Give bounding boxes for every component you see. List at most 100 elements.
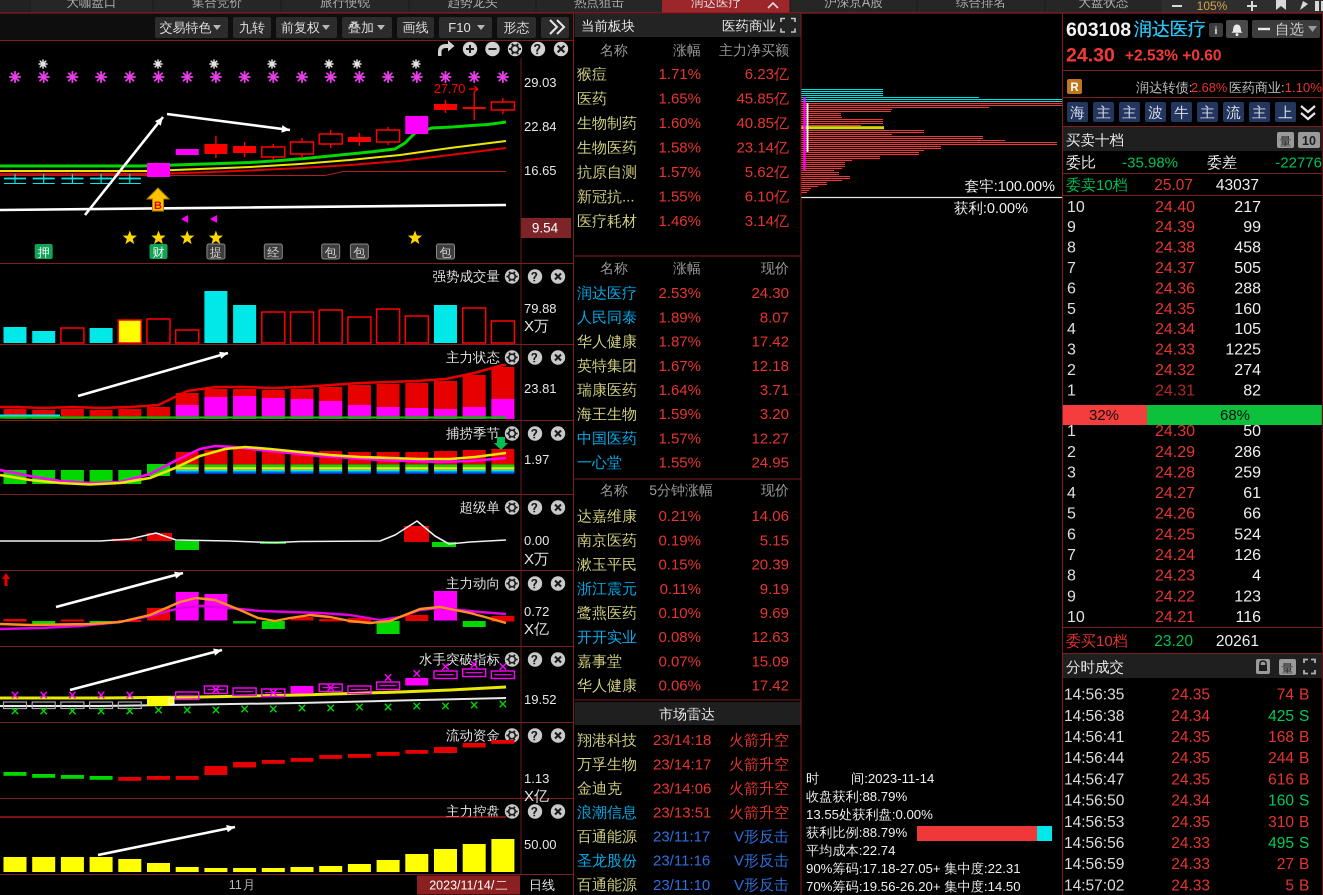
svg-text:24.21: 24.21 <box>1155 609 1195 626</box>
svg-text:i: i <box>1215 25 1218 37</box>
svg-text:116: 116 <box>1235 609 1261 626</box>
svg-text:S: S <box>1299 793 1309 810</box>
svg-text:24.34: 24.34 <box>1171 708 1210 725</box>
svg-text:14:56:41: 14:56:41 <box>1064 729 1124 746</box>
svg-text:25.07: 25.07 <box>1154 177 1193 194</box>
svg-text:50.00: 50.00 <box>524 837 557 852</box>
svg-text:24.33: 24.33 <box>1171 856 1210 873</box>
svg-text:5: 5 <box>1067 506 1076 523</box>
svg-text:70%: 70% <box>806 879 833 894</box>
svg-text:2: 2 <box>1067 444 1076 461</box>
svg-text:24.26: 24.26 <box>1155 506 1195 523</box>
svg-text:-22776: -22776 <box>1275 155 1322 172</box>
svg-text:S: S <box>1299 835 1309 852</box>
svg-text:S: S <box>1299 708 1309 725</box>
svg-text:3.14: 3.14 <box>745 213 774 230</box>
svg-text:19.52: 19.52 <box>524 692 557 707</box>
svg-text:524: 524 <box>1234 526 1261 543</box>
svg-text:10: 10 <box>1096 177 1113 194</box>
svg-text:B: B <box>1299 814 1309 831</box>
svg-text:23/11:10: 23/11:10 <box>653 877 710 894</box>
svg-text:23/14:17: 23/14:17 <box>653 756 711 773</box>
svg-text:24.33: 24.33 <box>1171 835 1210 852</box>
svg-text:22.84: 22.84 <box>524 119 557 134</box>
svg-text:3.71: 3.71 <box>760 382 789 399</box>
svg-text:V: V <box>734 853 744 870</box>
svg-text:7: 7 <box>1067 260 1076 277</box>
svg-text:B: B <box>1299 856 1309 873</box>
svg-text::0.00%: :0.00% <box>892 807 933 822</box>
svg-text:B: B <box>1299 877 1309 894</box>
svg-text::2023-11-14: :2023-11-14 <box>864 771 934 786</box>
svg-text::: : <box>1189 80 1193 95</box>
svg-text:24.31: 24.31 <box>1155 382 1195 399</box>
svg-text:14:56:47: 14:56:47 <box>1064 771 1124 788</box>
svg-text:24.95: 24.95 <box>751 455 789 472</box>
svg-text:3: 3 <box>1067 342 1076 359</box>
svg-text:24.35: 24.35 <box>1171 729 1210 746</box>
svg-text:74: 74 <box>1277 687 1295 704</box>
svg-text:0.21%: 0.21% <box>658 508 701 525</box>
svg-text:5: 5 <box>649 482 657 498</box>
svg-text::19.56-26.20+: :19.56-26.20+ <box>859 879 941 894</box>
svg-text:23/14:18: 23/14:18 <box>653 732 711 749</box>
svg-text:+2.53% +0.60: +2.53% +0.60 <box>1125 48 1222 65</box>
svg-text:1.97: 1.97 <box>524 452 549 467</box>
svg-text:79.88: 79.88 <box>524 301 557 316</box>
svg-text:24.33: 24.33 <box>1171 877 1210 894</box>
svg-text:99: 99 <box>1243 219 1261 236</box>
svg-text:6.23: 6.23 <box>745 66 774 83</box>
svg-text:14:56:50: 14:56:50 <box>1064 793 1125 810</box>
svg-text:X: X <box>524 318 534 335</box>
svg-text:123: 123 <box>1234 588 1261 605</box>
svg-text::: : <box>1281 80 1285 95</box>
svg-text:3.20: 3.20 <box>760 406 789 423</box>
svg-text:10: 10 <box>1302 134 1316 148</box>
svg-text:603108: 603108 <box>1066 19 1131 41</box>
svg-text::88.79%: :88.79% <box>859 825 908 840</box>
svg-text:24.38: 24.38 <box>1155 240 1195 257</box>
svg-text:13.55: 13.55 <box>806 807 839 822</box>
svg-text:4: 4 <box>1252 568 1261 585</box>
svg-text:9.69: 9.69 <box>760 605 789 622</box>
svg-text:20261: 20261 <box>1216 633 1259 650</box>
svg-text:14:56:35: 14:56:35 <box>1064 687 1124 704</box>
svg-text:160: 160 <box>1234 301 1261 318</box>
svg-text:20.39: 20.39 <box>751 557 789 574</box>
svg-text:5.15: 5.15 <box>760 532 789 549</box>
svg-text:0.19%: 0.19% <box>658 532 701 549</box>
svg-text:50: 50 <box>1243 423 1261 440</box>
svg-text:1.55%: 1.55% <box>658 455 701 472</box>
svg-text::88.79%: :88.79% <box>859 789 908 804</box>
svg-text:V: V <box>734 877 744 894</box>
svg-text:14:56:56: 14:56:56 <box>1064 835 1124 852</box>
svg-text:24.35: 24.35 <box>1155 301 1195 318</box>
svg-text:23/13:51: 23/13:51 <box>653 805 711 822</box>
svg-text:B: B <box>1299 771 1309 788</box>
svg-text:24.35: 24.35 <box>1171 814 1210 831</box>
svg-text:286: 286 <box>1234 444 1261 461</box>
svg-text:14:56:59: 14:56:59 <box>1064 856 1124 873</box>
svg-text:23.81: 23.81 <box>524 381 557 396</box>
svg-text:23/11:16: 23/11:16 <box>653 853 710 870</box>
svg-text:24.39: 24.39 <box>1155 219 1195 236</box>
svg-text:126: 126 <box>1234 547 1261 564</box>
svg-text:24.30: 24.30 <box>1066 45 1115 67</box>
svg-text:8: 8 <box>1067 240 1076 257</box>
svg-text:5: 5 <box>1067 301 1076 318</box>
svg-text:24.35: 24.35 <box>1171 687 1210 704</box>
svg-text:24.36: 24.36 <box>1155 280 1195 297</box>
svg-text:8: 8 <box>1067 568 1076 585</box>
svg-text:82: 82 <box>1243 382 1261 399</box>
svg-text:24.33: 24.33 <box>1155 342 1195 359</box>
svg-text:X: X <box>524 621 534 638</box>
svg-text:6.10: 6.10 <box>745 189 774 206</box>
svg-text:...: ... <box>622 189 635 206</box>
svg-text:14:56:53: 14:56:53 <box>1064 814 1124 831</box>
svg-text:160: 160 <box>1268 793 1294 810</box>
svg-text:1.46%: 1.46% <box>658 213 701 230</box>
svg-text:0.08%: 0.08% <box>658 629 701 646</box>
svg-text:259: 259 <box>1234 464 1261 481</box>
svg-text:9.19: 9.19 <box>760 581 789 598</box>
svg-text:9: 9 <box>1067 219 1076 236</box>
